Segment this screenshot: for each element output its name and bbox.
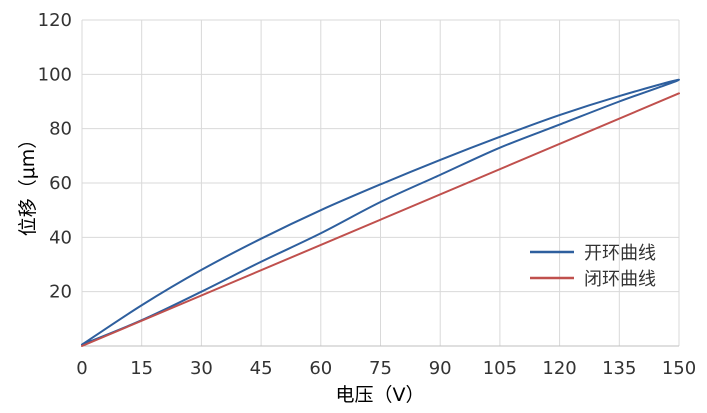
x-tick-label: 60	[309, 358, 332, 379]
y-tick-label: 120	[38, 10, 72, 31]
x-tick-label: 30	[190, 358, 213, 379]
y-tick-label: 60	[49, 173, 72, 194]
y-tick-label: 100	[38, 64, 72, 85]
y-tick-label: 40	[49, 227, 72, 248]
y-axis-title: 位移（μm）	[17, 130, 39, 237]
x-tick-label: 135	[602, 358, 636, 379]
x-tick-label: 45	[250, 358, 273, 379]
x-tick-label: 150	[662, 358, 696, 379]
x-tick-label: 0	[76, 358, 87, 379]
legend-label: 开环曲线	[584, 243, 656, 264]
x-tick-label: 120	[542, 358, 576, 379]
series-line-2	[81, 92, 680, 347]
y-tick-label: 20	[49, 282, 72, 303]
tick-labels: 0 15 30 45 60 75 90 105 120 135 150 20 40 60 80 100 120	[38, 10, 697, 379]
y-tick-label: 80	[49, 119, 72, 140]
series-group	[81, 78, 680, 347]
x-tick-label: 90	[429, 358, 452, 379]
series-line-1	[81, 78, 680, 346]
x-axis-title: 电压（V）	[336, 384, 425, 406]
x-tick-label: 105	[483, 358, 517, 379]
x-tick-label: 75	[369, 358, 392, 379]
grid	[81, 19, 680, 347]
legend-label: 闭环曲线	[584, 269, 656, 290]
x-tick-label: 15	[130, 358, 153, 379]
